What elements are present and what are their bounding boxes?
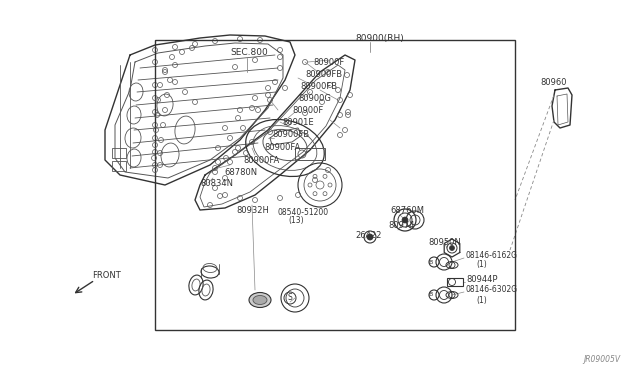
- Text: 80900FA: 80900FA: [243, 155, 279, 164]
- Text: (1): (1): [476, 260, 487, 269]
- Text: S: S: [287, 294, 292, 302]
- Text: 80901E: 80901E: [282, 118, 314, 126]
- Text: 80900FB: 80900FB: [300, 81, 337, 90]
- Text: 80900F: 80900F: [292, 106, 323, 115]
- Circle shape: [449, 246, 454, 250]
- Bar: [112, 161, 126, 171]
- Text: 80900F: 80900F: [313, 58, 344, 67]
- Text: SEC.800: SEC.800: [230, 48, 268, 57]
- Text: 80900FB: 80900FB: [272, 129, 309, 138]
- Text: 80932H: 80932H: [236, 205, 269, 215]
- Text: 08146-6162G: 08146-6162G: [466, 250, 518, 260]
- Text: (13): (13): [288, 215, 303, 224]
- Text: 08540-51200: 08540-51200: [278, 208, 329, 217]
- Text: 80950N: 80950N: [428, 237, 461, 247]
- Text: 80834N: 80834N: [200, 179, 233, 187]
- Text: 26422: 26422: [355, 231, 381, 240]
- Bar: [112, 148, 126, 158]
- Text: 80974: 80974: [388, 221, 415, 230]
- Circle shape: [367, 234, 373, 240]
- Ellipse shape: [253, 295, 267, 305]
- Text: B: B: [429, 260, 433, 264]
- Ellipse shape: [249, 292, 271, 308]
- Text: B: B: [429, 292, 433, 298]
- Text: 80900(RH): 80900(RH): [355, 33, 404, 42]
- Bar: [447, 278, 463, 286]
- Text: 80944P: 80944P: [466, 276, 497, 285]
- Text: 68760M: 68760M: [390, 205, 424, 215]
- Text: FRONT: FRONT: [92, 272, 121, 280]
- Text: 80900FA: 80900FA: [264, 142, 300, 151]
- Text: (1): (1): [476, 295, 487, 305]
- Circle shape: [402, 217, 408, 223]
- Text: 68780N: 68780N: [224, 167, 257, 176]
- Text: 80900G: 80900G: [298, 93, 331, 103]
- Text: 80900FB: 80900FB: [305, 70, 342, 78]
- Text: JR09005V: JR09005V: [583, 356, 620, 365]
- Bar: [295, 148, 325, 160]
- Text: 08146-6302G: 08146-6302G: [466, 285, 518, 295]
- Bar: [155, 40, 515, 330]
- Text: 80960: 80960: [540, 77, 566, 87]
